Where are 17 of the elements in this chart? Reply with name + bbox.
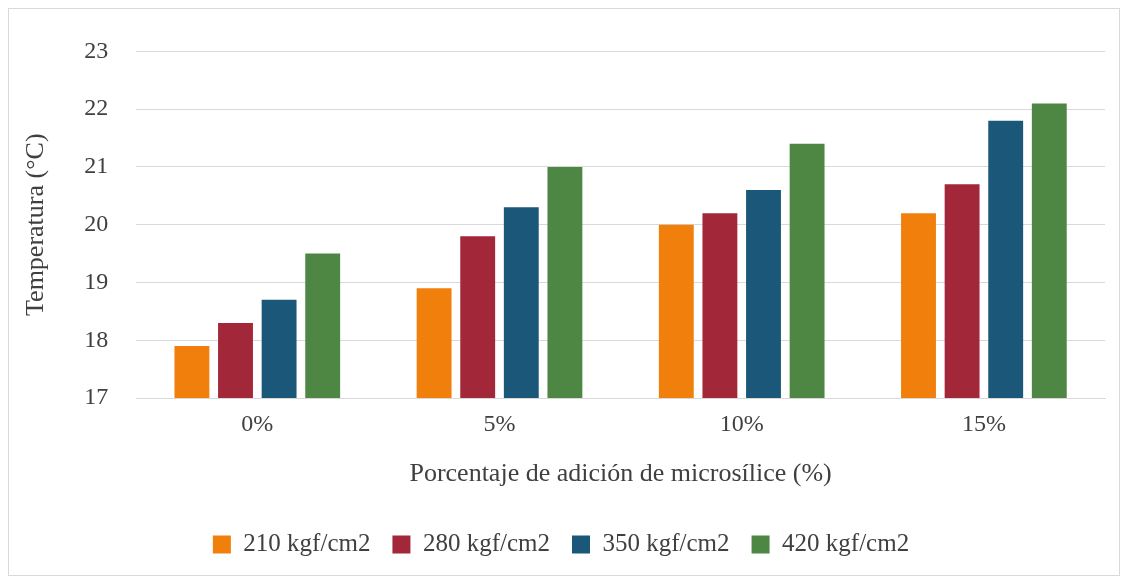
- x-tick-label: 0%: [241, 409, 274, 436]
- x-tick-label: 15%: [961, 409, 1006, 436]
- y-tick-label: 20: [84, 210, 109, 236]
- y-tick-label: 23: [84, 36, 109, 63]
- x-tick-label: 10%: [719, 409, 764, 436]
- legend-label: 420 kgf/cm2: [782, 529, 910, 557]
- x-axis-title: Porcentaje de adición de microsílice (%): [409, 458, 832, 488]
- y-tick-label: 19: [84, 267, 109, 294]
- legend-label: 280 kgf/cm2: [422, 529, 551, 557]
- y-tick-label: 18: [84, 325, 109, 352]
- y-axis-title: Temperatura (°C): [20, 133, 50, 316]
- legend-label: 350 kgf/cm2: [602, 529, 730, 557]
- y-tick-label: 21: [84, 152, 109, 179]
- y-tick-label: 22: [84, 94, 109, 121]
- y-tick-label: 17: [84, 383, 109, 410]
- legend-label: 210 kgf/cm2: [243, 529, 371, 557]
- x-tick-label: 5%: [483, 409, 516, 436]
